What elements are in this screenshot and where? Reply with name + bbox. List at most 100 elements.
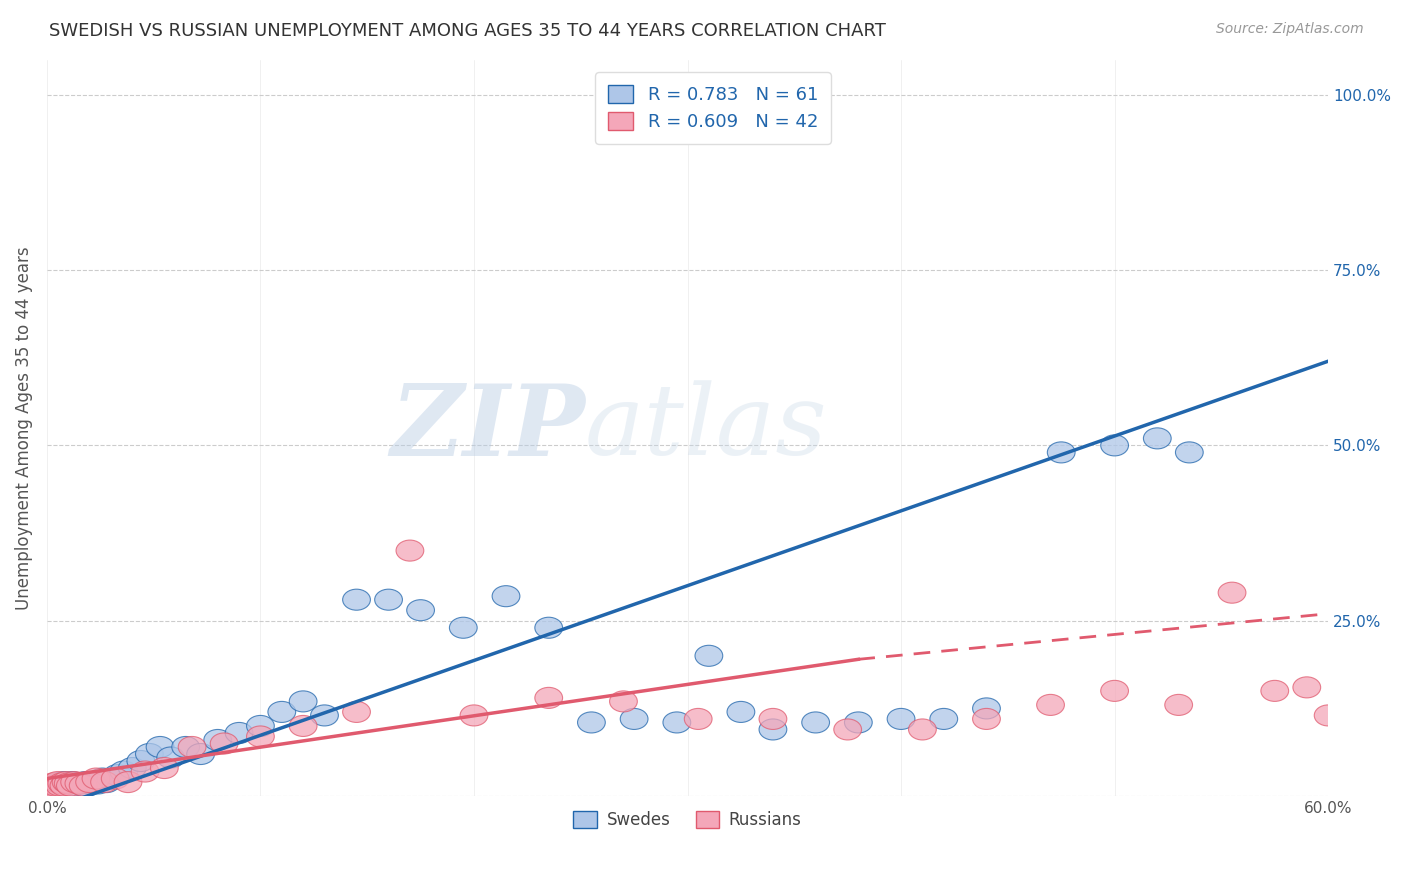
Ellipse shape: [396, 540, 423, 561]
Ellipse shape: [225, 723, 253, 744]
Ellipse shape: [35, 775, 63, 796]
Ellipse shape: [65, 773, 93, 794]
Ellipse shape: [114, 772, 142, 793]
Ellipse shape: [118, 757, 146, 779]
Ellipse shape: [60, 772, 89, 793]
Ellipse shape: [44, 772, 72, 793]
Ellipse shape: [42, 775, 69, 796]
Ellipse shape: [929, 708, 957, 730]
Ellipse shape: [845, 712, 872, 733]
Ellipse shape: [534, 617, 562, 639]
Ellipse shape: [67, 773, 96, 794]
Ellipse shape: [1143, 428, 1171, 449]
Ellipse shape: [90, 772, 118, 793]
Ellipse shape: [52, 775, 80, 796]
Ellipse shape: [135, 744, 163, 764]
Ellipse shape: [179, 737, 205, 757]
Ellipse shape: [246, 715, 274, 737]
Ellipse shape: [1036, 694, 1064, 715]
Ellipse shape: [38, 777, 65, 798]
Ellipse shape: [97, 768, 125, 789]
Ellipse shape: [84, 773, 112, 794]
Ellipse shape: [69, 775, 97, 796]
Ellipse shape: [38, 777, 65, 798]
Ellipse shape: [759, 708, 787, 730]
Ellipse shape: [759, 719, 787, 740]
Ellipse shape: [1101, 435, 1129, 456]
Text: atlas: atlas: [585, 380, 828, 475]
Ellipse shape: [1294, 677, 1320, 698]
Ellipse shape: [55, 773, 82, 794]
Ellipse shape: [48, 773, 76, 794]
Ellipse shape: [311, 705, 339, 726]
Ellipse shape: [150, 757, 179, 779]
Ellipse shape: [82, 768, 110, 789]
Y-axis label: Unemployment Among Ages 35 to 44 years: Unemployment Among Ages 35 to 44 years: [15, 246, 32, 609]
Ellipse shape: [72, 772, 100, 793]
Ellipse shape: [610, 691, 637, 712]
Ellipse shape: [343, 701, 370, 723]
Ellipse shape: [131, 761, 159, 782]
Ellipse shape: [48, 777, 76, 798]
Text: Source: ZipAtlas.com: Source: ZipAtlas.com: [1216, 22, 1364, 37]
Ellipse shape: [246, 726, 274, 747]
Ellipse shape: [1315, 705, 1341, 726]
Ellipse shape: [1175, 442, 1204, 463]
Ellipse shape: [578, 712, 606, 733]
Ellipse shape: [39, 773, 67, 794]
Ellipse shape: [973, 708, 1000, 730]
Ellipse shape: [73, 775, 101, 796]
Ellipse shape: [65, 777, 93, 798]
Ellipse shape: [1164, 694, 1192, 715]
Ellipse shape: [908, 719, 936, 740]
Ellipse shape: [46, 775, 73, 796]
Ellipse shape: [973, 698, 1000, 719]
Ellipse shape: [834, 719, 862, 740]
Ellipse shape: [46, 775, 73, 796]
Ellipse shape: [76, 772, 104, 793]
Ellipse shape: [69, 775, 97, 796]
Ellipse shape: [63, 775, 90, 796]
Ellipse shape: [685, 708, 711, 730]
Ellipse shape: [1047, 442, 1076, 463]
Ellipse shape: [695, 645, 723, 666]
Ellipse shape: [343, 590, 370, 610]
Ellipse shape: [211, 733, 238, 754]
Ellipse shape: [664, 712, 690, 733]
Ellipse shape: [887, 708, 915, 730]
Ellipse shape: [59, 772, 86, 793]
Ellipse shape: [89, 768, 117, 789]
Ellipse shape: [127, 750, 155, 772]
Ellipse shape: [460, 705, 488, 726]
Ellipse shape: [204, 730, 232, 750]
Ellipse shape: [1218, 582, 1246, 603]
Ellipse shape: [93, 772, 121, 793]
Ellipse shape: [450, 617, 477, 639]
Ellipse shape: [146, 737, 174, 757]
Ellipse shape: [374, 590, 402, 610]
Ellipse shape: [104, 764, 131, 786]
Ellipse shape: [290, 691, 316, 712]
Ellipse shape: [51, 775, 77, 796]
Ellipse shape: [157, 747, 184, 768]
Ellipse shape: [39, 775, 67, 796]
Ellipse shape: [492, 586, 520, 607]
Ellipse shape: [1101, 681, 1129, 701]
Ellipse shape: [76, 773, 104, 794]
Ellipse shape: [1261, 681, 1289, 701]
Legend: Swedes, Russians: Swedes, Russians: [567, 804, 808, 836]
Ellipse shape: [51, 772, 77, 793]
Ellipse shape: [52, 772, 80, 793]
Ellipse shape: [60, 773, 89, 794]
Text: SWEDISH VS RUSSIAN UNEMPLOYMENT AMONG AGES 35 TO 44 YEARS CORRELATION CHART: SWEDISH VS RUSSIAN UNEMPLOYMENT AMONG AG…: [49, 22, 886, 40]
Ellipse shape: [80, 772, 108, 793]
Ellipse shape: [44, 773, 72, 794]
Ellipse shape: [42, 777, 69, 798]
Ellipse shape: [269, 701, 295, 723]
Ellipse shape: [56, 775, 84, 796]
Ellipse shape: [56, 775, 84, 796]
Ellipse shape: [187, 744, 215, 764]
Ellipse shape: [534, 688, 562, 708]
Ellipse shape: [290, 715, 316, 737]
Ellipse shape: [406, 599, 434, 621]
